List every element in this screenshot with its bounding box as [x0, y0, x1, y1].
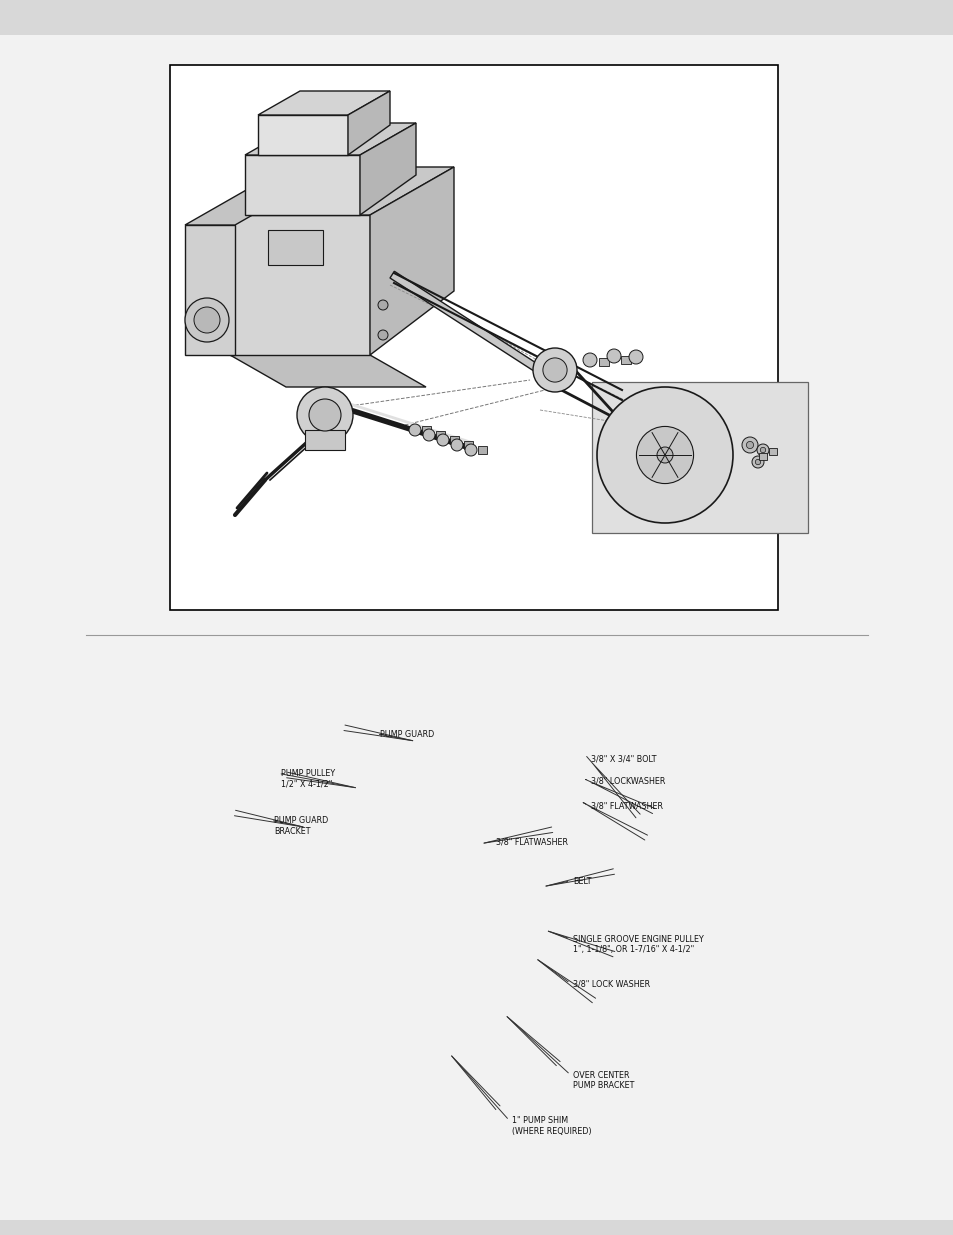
Text: 3/8" FLATWASHER: 3/8" FLATWASHER	[496, 837, 567, 846]
Bar	[592, 382, 807, 534]
Circle shape	[755, 459, 760, 464]
Circle shape	[436, 433, 449, 446]
Text: PUMP GUARD
BRACKET: PUMP GUARD BRACKET	[274, 816, 328, 836]
Polygon shape	[245, 124, 416, 156]
Bar	[620, 356, 630, 364]
Bar	[463, 441, 473, 450]
Bar	[421, 426, 431, 433]
Polygon shape	[185, 225, 234, 354]
Circle shape	[193, 308, 220, 333]
Circle shape	[309, 399, 340, 431]
Circle shape	[422, 429, 435, 441]
Circle shape	[636, 426, 693, 484]
Bar	[759, 453, 766, 459]
Text: PUMP GUARD: PUMP GUARD	[379, 730, 434, 739]
Text: 3/8" LOCKWASHER: 3/8" LOCKWASHER	[591, 777, 665, 785]
Polygon shape	[370, 167, 454, 354]
Text: 3/8" LOCK WASHER: 3/8" LOCK WASHER	[573, 979, 650, 988]
Bar	[436, 431, 444, 438]
Circle shape	[533, 348, 577, 391]
Circle shape	[409, 424, 420, 436]
Circle shape	[657, 447, 672, 463]
Text: BELT: BELT	[573, 877, 591, 885]
Circle shape	[464, 445, 476, 456]
Bar	[477, 446, 486, 454]
Circle shape	[582, 353, 597, 367]
Polygon shape	[359, 124, 416, 215]
Circle shape	[741, 437, 758, 453]
Circle shape	[760, 447, 765, 453]
Circle shape	[628, 350, 642, 364]
Bar	[268, 230, 323, 266]
Circle shape	[745, 441, 753, 448]
Circle shape	[185, 298, 229, 342]
Bar	[450, 436, 458, 445]
Circle shape	[751, 456, 763, 468]
Polygon shape	[230, 167, 454, 215]
Bar	[0, 0, 953, 35]
Circle shape	[377, 330, 388, 340]
Polygon shape	[348, 91, 390, 156]
Circle shape	[597, 387, 732, 522]
Text: SINGLE GROOVE ENGINE PULLEY
1", 1-1/8", OR 1-7/16" X 4-1/2": SINGLE GROOVE ENGINE PULLEY 1", 1-1/8", …	[573, 935, 703, 955]
Bar	[0, 1220, 953, 1235]
Circle shape	[296, 387, 353, 443]
Polygon shape	[257, 91, 390, 115]
Circle shape	[542, 358, 566, 382]
Bar	[305, 430, 345, 450]
Polygon shape	[230, 215, 370, 354]
Polygon shape	[245, 156, 359, 215]
Circle shape	[757, 445, 768, 456]
Circle shape	[451, 438, 462, 451]
Text: 3/8" FLATWASHER: 3/8" FLATWASHER	[591, 802, 662, 810]
Bar	[170, 65, 778, 610]
Text: OVER CENTER
PUMP BRACKET: OVER CENTER PUMP BRACKET	[573, 1071, 634, 1091]
Text: 3/8" X 3/4" BOLT: 3/8" X 3/4" BOLT	[591, 755, 657, 763]
Circle shape	[377, 300, 388, 310]
Text: PUMP PULLEY
1/2" X 4-1/2": PUMP PULLEY 1/2" X 4-1/2"	[281, 769, 335, 789]
Polygon shape	[257, 115, 348, 156]
Bar	[598, 358, 608, 366]
Polygon shape	[185, 185, 305, 225]
Polygon shape	[390, 272, 544, 375]
Polygon shape	[230, 354, 426, 387]
Text: 1" PUMP SHIM
(WHERE REQUIRED): 1" PUMP SHIM (WHERE REQUIRED)	[512, 1116, 591, 1136]
Bar	[768, 448, 776, 454]
Circle shape	[606, 350, 620, 363]
